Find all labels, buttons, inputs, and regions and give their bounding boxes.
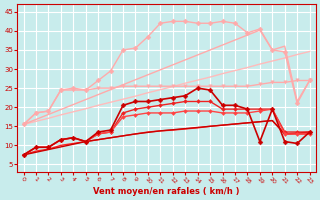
X-axis label: Vent moyen/en rafales ( km/h ): Vent moyen/en rafales ( km/h ) <box>93 187 240 196</box>
